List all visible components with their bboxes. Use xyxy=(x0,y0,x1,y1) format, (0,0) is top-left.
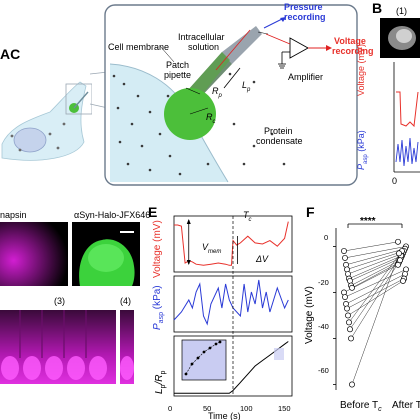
f-point-before xyxy=(348,335,354,342)
kymograph-4 xyxy=(120,310,134,384)
e-dv-label: ΔV xyxy=(256,254,269,264)
f-pair-line xyxy=(345,273,406,305)
label-cell-membrane: Cell membrane xyxy=(108,42,170,52)
label-intracellular: Intracellular xyxy=(178,32,225,42)
f-ytick-0: 0 xyxy=(324,233,329,242)
f-point-before xyxy=(341,248,347,254)
e-highlight xyxy=(274,348,284,360)
e-lp-ylabel: Lp/Rp xyxy=(154,370,167,394)
f-pair-line xyxy=(349,257,402,282)
f-pair-line xyxy=(351,253,400,385)
index-3: (3) xyxy=(54,296,65,306)
f-pair-line xyxy=(346,278,405,309)
cell-cartoon xyxy=(1,81,92,161)
panel-b-pressure-ylabel: Pasp (kPa) xyxy=(356,130,369,170)
f-point-before xyxy=(342,294,348,300)
panel-b-image xyxy=(380,18,420,58)
f-ylabel: Voltage (mV) xyxy=(304,286,315,344)
f-pair-line xyxy=(350,260,401,339)
label-voltage: Voltage xyxy=(334,36,366,46)
f-pair-line xyxy=(343,241,399,252)
e-inset xyxy=(181,339,227,381)
f-pair-line xyxy=(347,253,404,275)
e-xtick-50: 50 xyxy=(203,404,212,413)
panel-b-label: B xyxy=(372,0,383,16)
f-pair-line xyxy=(351,262,400,289)
f-point-before xyxy=(346,319,352,326)
f-point-before xyxy=(344,305,350,312)
panel-b-x-tick: 0 xyxy=(392,176,398,186)
e-voltage-ylabel: Voltage (mV) xyxy=(152,220,163,278)
label-rp: Rp xyxy=(212,86,222,99)
f-ytick-minus20: -20 xyxy=(318,278,329,287)
panel-a-label: AC xyxy=(0,46,21,62)
label-protein: Protein xyxy=(264,126,293,136)
label-pressure-recording: recording xyxy=(284,12,326,22)
f-point-after xyxy=(395,238,401,245)
f-pair-line xyxy=(347,280,404,316)
f-point-before xyxy=(345,312,351,319)
f-pair-line xyxy=(344,269,407,298)
f-ytick-minus60: -60 xyxy=(318,366,329,375)
e-xtick-100: 100 xyxy=(240,404,253,413)
panel-b-traces xyxy=(393,62,420,173)
f-pair-line xyxy=(344,246,407,259)
label-patch: Patch xyxy=(166,60,190,70)
f-point-after xyxy=(397,257,403,264)
e-xlabel: Time (s) xyxy=(208,411,241,420)
label-lp: Lp xyxy=(242,80,251,93)
e-pressure-ylabel: Pasp (kPa) xyxy=(152,285,165,330)
micrograph-synapsin xyxy=(0,222,68,286)
kymograph-3 xyxy=(0,310,116,384)
f-xlabel-after: After T xyxy=(392,400,420,411)
col2-title: αSyn-Halo-JFX646 xyxy=(74,210,151,220)
e-vmem-arrowhead-bottom xyxy=(186,260,191,265)
label-condensate: condensate xyxy=(256,136,303,146)
f-point-after xyxy=(396,250,402,257)
index-4: (4) xyxy=(120,296,131,306)
e-vmem-arrowhead-top xyxy=(186,219,191,224)
e-xtick-0: 0 xyxy=(168,404,173,413)
f-ytick-minus40: -40 xyxy=(318,322,329,331)
label-pressure: Pressure xyxy=(284,2,323,12)
f-pair-line xyxy=(346,250,405,270)
panel-b-inset-index: (1) xyxy=(396,6,407,16)
col1-title: napsin xyxy=(0,210,27,220)
f-pair-line xyxy=(348,250,403,323)
panel-b-voltage-ylabel: Voltage (mV) xyxy=(356,43,366,96)
panel-f-label: F xyxy=(306,204,315,220)
label-solution: solution xyxy=(188,42,220,52)
f-point-before xyxy=(349,381,355,388)
e-inset-fit xyxy=(185,341,221,375)
label-voltage-recording: recording xyxy=(332,46,374,56)
panel-e-label: E xyxy=(148,204,158,220)
micrograph-asyn xyxy=(72,222,140,286)
e-tc-label: Tc xyxy=(243,210,252,223)
e-pressure-trace xyxy=(173,279,289,326)
label-pipette: pipette xyxy=(164,70,192,80)
f-point-before xyxy=(342,254,348,261)
panel-e-plots xyxy=(173,215,293,397)
panel-f-plot xyxy=(333,223,409,390)
f-pair-line xyxy=(348,255,403,279)
f-point-after xyxy=(400,277,406,284)
f-point-before xyxy=(347,326,353,333)
patch-clamp-schematic xyxy=(104,4,358,186)
f-pair-line xyxy=(349,255,402,330)
label-rc: Rc xyxy=(206,112,216,125)
f-significance: **** xyxy=(360,216,376,227)
e-voltage-trace xyxy=(174,221,289,266)
e-inset-point xyxy=(218,340,222,344)
f-pair-line xyxy=(345,248,406,266)
f-xlabel-before: Before Tc xyxy=(340,400,382,413)
e-vmem-label: Vmem xyxy=(202,242,222,255)
e-xtick-150: 150 xyxy=(278,404,291,413)
f-point-before xyxy=(349,284,355,291)
label-amplifier: Amplifier xyxy=(288,72,324,82)
